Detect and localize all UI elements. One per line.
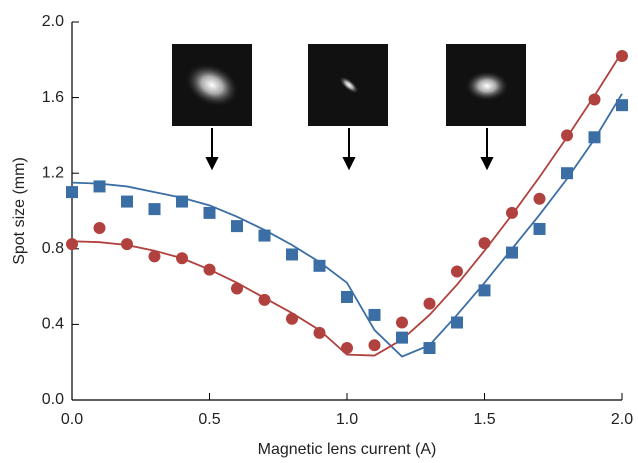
point [66, 238, 78, 251]
point [451, 316, 463, 329]
point [478, 284, 491, 297]
x-tick-label: 0.0 [61, 411, 83, 428]
point [203, 263, 216, 276]
point [286, 248, 298, 261]
arrow-head [480, 157, 494, 171]
x-axis-title: Magnetic lens current (A) [258, 441, 437, 458]
point [396, 331, 408, 344]
point [176, 195, 188, 208]
fit-line [71, 51, 623, 357]
point [451, 265, 463, 278]
point [506, 246, 518, 259]
point [396, 316, 408, 329]
spot [465, 71, 509, 101]
point [478, 237, 491, 250]
y-tick-label: 0.4 [42, 316, 64, 333]
x-tick-label: 0.5 [198, 411, 220, 428]
y-tick-label: 0.8 [42, 240, 64, 257]
point [258, 293, 271, 306]
point [341, 342, 353, 355]
y-tick-label: 1.2 [42, 164, 64, 181]
point [286, 312, 298, 325]
point [121, 195, 133, 208]
point [561, 129, 573, 142]
point [561, 167, 573, 180]
fit-line [71, 93, 623, 358]
point [368, 308, 381, 321]
point [588, 131, 601, 144]
spot [185, 63, 239, 107]
point [616, 50, 628, 63]
point [148, 250, 161, 263]
arrow-head [205, 157, 219, 171]
point [148, 203, 161, 216]
point [533, 192, 546, 205]
point [66, 186, 78, 199]
point [313, 259, 326, 272]
spot [339, 76, 359, 94]
point [313, 326, 326, 339]
y-tick-label: 2.0 [42, 13, 64, 30]
point [121, 238, 133, 251]
x-tick-label: 2.0 [611, 411, 633, 428]
point [93, 222, 106, 235]
point [231, 282, 243, 295]
arrow-head [342, 157, 356, 171]
y-axis-title: Spot size (mm) [11, 157, 28, 265]
point [341, 290, 353, 303]
point [616, 99, 628, 112]
y-tick-label: 0.0 [42, 391, 64, 408]
point [423, 297, 436, 310]
inset-images [172, 44, 526, 171]
point [231, 220, 243, 233]
x-tick-label: 1.0 [336, 411, 358, 428]
point [203, 206, 216, 219]
point [368, 339, 381, 352]
point [93, 180, 106, 193]
point [588, 93, 601, 106]
point [176, 252, 188, 265]
x-tick-label: 1.5 [473, 411, 495, 428]
point [506, 206, 518, 219]
point [533, 222, 546, 235]
point [423, 342, 436, 355]
y-tick-label: 1.6 [42, 89, 64, 106]
point [258, 229, 271, 242]
